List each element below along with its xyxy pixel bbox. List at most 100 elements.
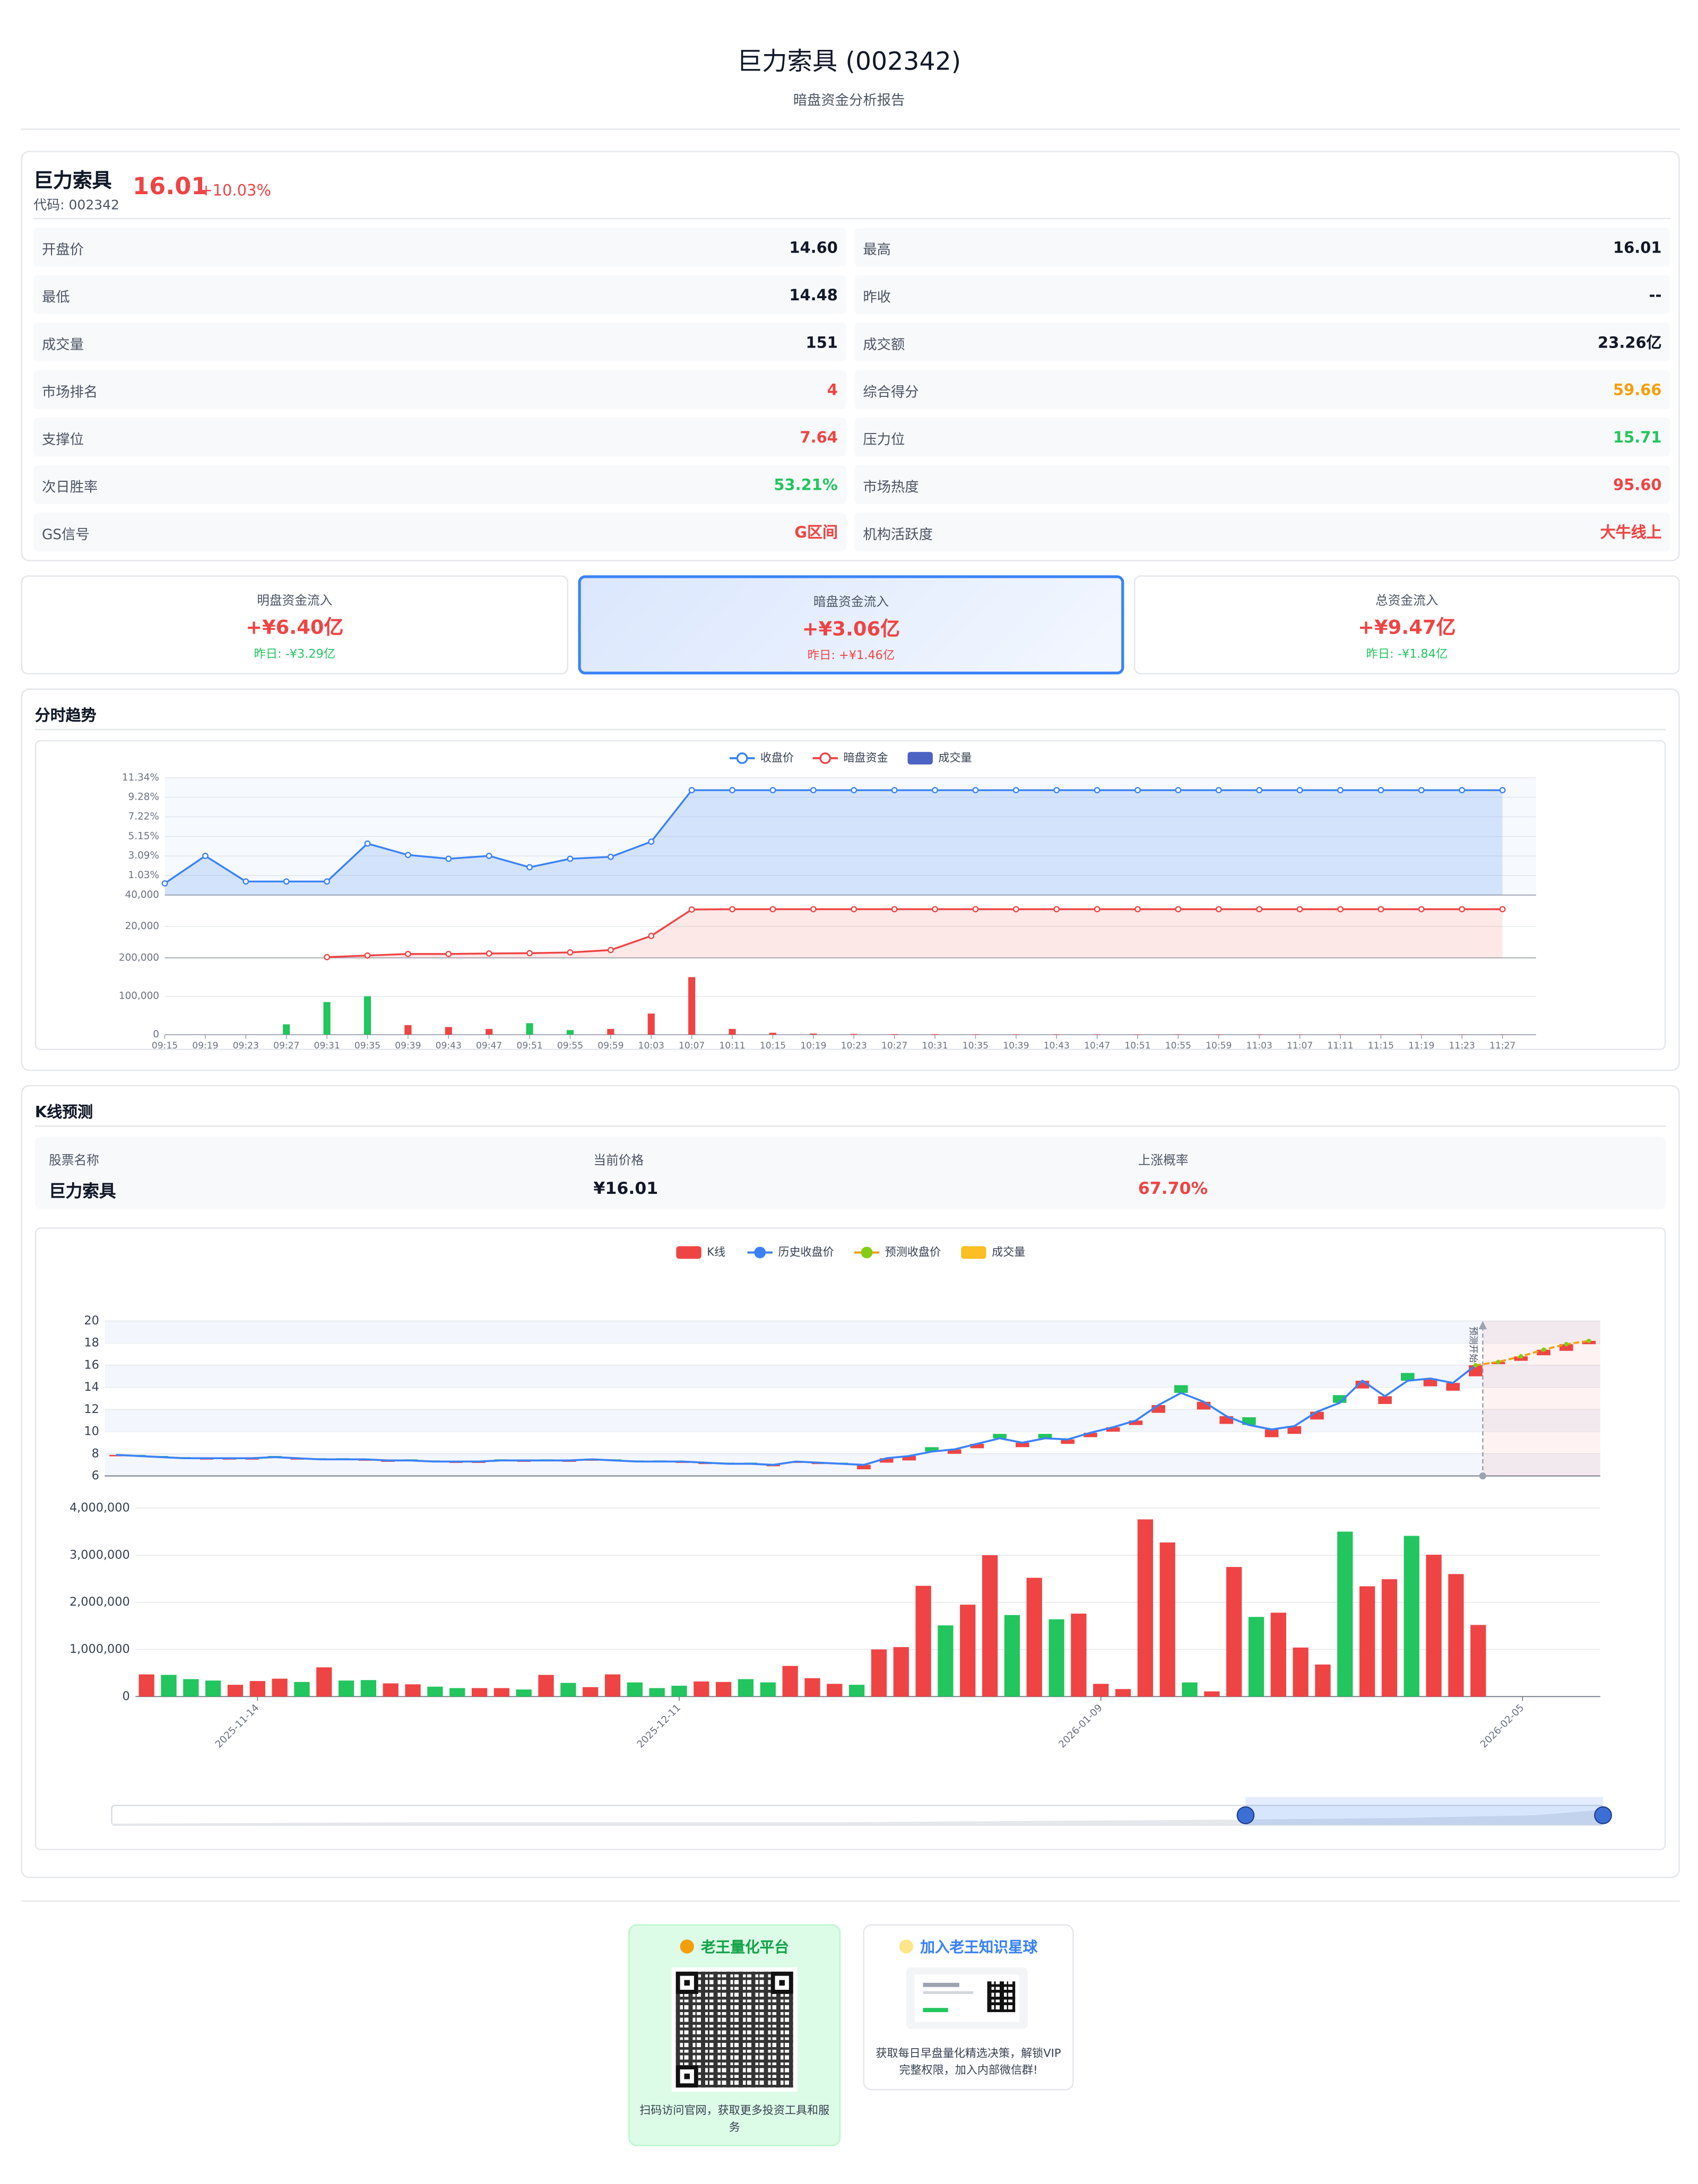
metric-label: 市场热度 [863, 479, 919, 495]
info-item: 股票名称 巨力索具 [49, 1150, 579, 1202]
marker-end [1479, 1472, 1486, 1480]
candle-body [1264, 1429, 1279, 1437]
volume-bar [1137, 1519, 1153, 1697]
y-tick-label: 9.28% [128, 792, 159, 803]
point [567, 855, 574, 862]
y-tick-label: 11.34% [122, 772, 159, 783]
point [567, 949, 574, 956]
y-tick-label: 5.15% [128, 830, 159, 842]
volume-bar [249, 1681, 265, 1697]
x-tick-label: 10:03 [638, 1041, 664, 1051]
volume-bar [1182, 1682, 1198, 1697]
stock-price: 16.01 [133, 173, 208, 201]
info-item: 当前价格 ¥16.01 [593, 1150, 1124, 1198]
zoom-bar[interactable] [1245, 1797, 1604, 1806]
legend-item: 暗盘资金 [812, 751, 888, 764]
volume-bar [1215, 1034, 1223, 1035]
section-title: 分时趋势 [34, 706, 97, 725]
volume-bar [205, 1680, 221, 1697]
data-zoom[interactable] [111, 1797, 1612, 1826]
metric-label: 昨收 [863, 290, 891, 305]
prediction-point [1473, 1363, 1478, 1368]
candle-body [1174, 1385, 1188, 1393]
x-tick-label: 10:15 [760, 1041, 786, 1051]
point [364, 840, 371, 847]
metric-row: 次日胜率 53.21% [33, 465, 846, 504]
info-value: 巨力索具 [49, 1181, 116, 1201]
volume-bar [383, 1683, 398, 1697]
point [1459, 906, 1466, 913]
point [1256, 787, 1263, 794]
volume-bar [1226, 1567, 1242, 1697]
volume-bar [1026, 1578, 1042, 1697]
point [1215, 906, 1222, 913]
y-tick-label: 3,000,000 [70, 1548, 130, 1562]
split-area [105, 1365, 1600, 1388]
legend-label: 预测收盘价 [885, 1245, 941, 1259]
volume-bar [445, 1027, 452, 1035]
y-tick-label: 16 [84, 1358, 99, 1372]
stock-change: +10.03% [200, 181, 271, 200]
metric-value: 14.48 [789, 285, 838, 304]
zoom-handle[interactable] [1236, 1806, 1255, 1824]
x-tick-label: 11:03 [1246, 1041, 1272, 1051]
point [1012, 906, 1019, 913]
volume-bar [850, 1034, 857, 1035]
volume-bar [871, 1649, 887, 1697]
y-tick-label: 2,000,000 [70, 1595, 130, 1609]
prediction-zone [1483, 1321, 1600, 1476]
flow-title: 明盘资金流入 [257, 595, 333, 609]
point [1378, 906, 1384, 913]
candle-body [1084, 1433, 1097, 1437]
metric-row: 机构活跃度 大牛线上 [854, 512, 1670, 552]
volume-bar [360, 1680, 377, 1697]
volume-bar [738, 1679, 754, 1697]
metric-row: 昨收 -- [854, 275, 1670, 315]
metric-value: -- [1649, 285, 1662, 304]
legend-item: 预测收盘价 [854, 1245, 941, 1259]
candle-body [1423, 1378, 1437, 1386]
info-label: 当前价格 [593, 1155, 644, 1169]
point [1094, 787, 1101, 794]
volume-bar [729, 1029, 736, 1035]
info-label: 上涨概率 [1138, 1155, 1189, 1169]
info-label: 股票名称 [49, 1155, 99, 1169]
metric-row: 开盘价 14.60 [33, 227, 846, 267]
zoom-window[interactable] [1245, 1805, 1604, 1825]
volume-bar [960, 1605, 976, 1697]
legend-swatch [676, 1246, 701, 1259]
volume-bar [405, 1684, 421, 1697]
volume-bar [1448, 1574, 1464, 1697]
metric-row: 支撑位 7.64 [33, 417, 846, 457]
metric-row: 成交量 151 [33, 322, 846, 362]
split-area [105, 1321, 1600, 1344]
area [327, 909, 1503, 958]
point [1215, 787, 1222, 794]
metric-row: 市场排名 4 [33, 370, 846, 410]
zoom-handle[interactable] [1594, 1806, 1612, 1824]
planet-image [906, 1967, 1028, 2029]
candle-body [1106, 1427, 1120, 1432]
marker-arrow [1478, 1321, 1487, 1330]
divider [34, 1125, 1666, 1127]
metric-value: 23.26亿 [1598, 333, 1662, 352]
platform-title-text: 老王量化平台 [701, 1939, 789, 1956]
x-tick-label: 10:23 [841, 1041, 867, 1051]
volume-bar [1134, 1034, 1141, 1035]
point [404, 852, 411, 859]
legend-swatch [861, 1246, 873, 1259]
x-tick-label: 09:15 [152, 1041, 178, 1051]
volume-bar [1248, 1617, 1264, 1697]
point [1256, 906, 1263, 913]
metrics-grid: 开盘价 14.60 最高 16.01 最低 14.48 昨收 -- 成交量 151 成交额 23.26… [33, 227, 1670, 552]
point [607, 947, 614, 954]
volume-bar [560, 1683, 576, 1697]
volume-bar [688, 977, 696, 1035]
series-line [164, 789, 1503, 885]
point [526, 950, 533, 957]
planet-title: 加入老王知识星球 [863, 1937, 1073, 1957]
metric-label: 市场排名 [41, 385, 98, 400]
volume-bar [649, 1688, 665, 1697]
volume-bar [526, 1023, 533, 1035]
